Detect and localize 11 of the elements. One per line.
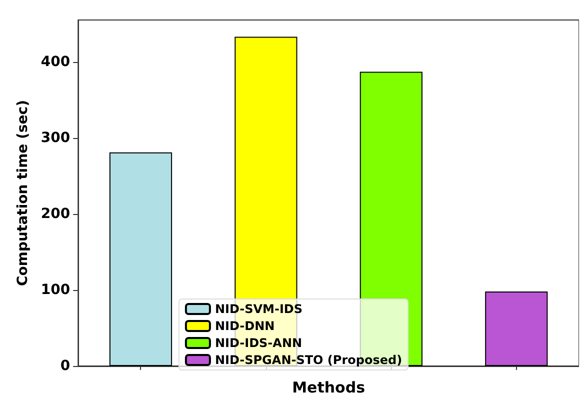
legend-label: NID-DNN	[214, 319, 275, 333]
legend-label: NID-SPGAN-STO (Proposed)	[214, 353, 402, 367]
y-axis-title: Computation time (sec)	[15, 100, 31, 286]
y-tick-label: 400	[40, 54, 70, 70]
y-tick-label: 0	[60, 358, 70, 374]
x-axis-title: Methods	[292, 378, 366, 396]
y-tick-label: 100	[40, 282, 70, 298]
y-tick-label: 200	[40, 206, 70, 222]
y-tick-label: 300	[40, 130, 70, 146]
legend-label: NID-IDS-ANN	[214, 336, 302, 350]
legend-label: NID-SVM-IDS	[214, 302, 303, 316]
